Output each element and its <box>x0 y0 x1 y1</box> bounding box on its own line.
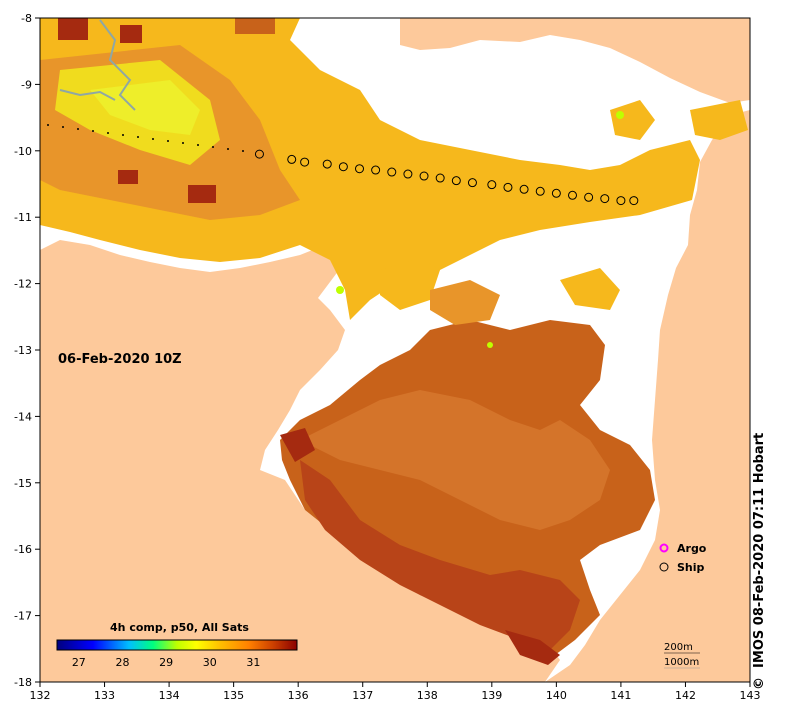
depth-contour-dot <box>227 148 229 150</box>
y-axis: -8 -9 -10 -11 -12 -13 -14 -15 -16 -17 -18 <box>14 12 40 689</box>
x-tick-label: 136 <box>288 689 309 702</box>
ship-observation-point <box>584 192 594 202</box>
ship-observation-point <box>467 178 477 188</box>
contour-200m-label: 200m <box>664 642 693 653</box>
land <box>40 18 750 682</box>
depth-contour-dot <box>122 134 124 136</box>
ship-legend-label: Ship <box>677 561 705 574</box>
y-tick-label: -18 <box>14 676 32 689</box>
argo-legend-label: Argo <box>677 542 707 555</box>
depth-contour-dot <box>137 136 139 138</box>
y-tick-label: -16 <box>14 543 32 556</box>
colorbar-tick-label: 30 <box>203 656 217 669</box>
ship-observation-point <box>519 184 529 194</box>
x-tick-label: 143 <box>740 689 761 702</box>
depth-contour-dot <box>167 140 169 142</box>
ship-observation-point <box>387 167 397 177</box>
ship-observation-point <box>451 176 461 186</box>
ship-observation-point <box>254 149 264 159</box>
depth-contour-dots <box>47 124 244 152</box>
credit-label: IMOS 08-Feb-2020 07:11 Hobart <box>752 432 767 668</box>
ship-observation-point <box>300 157 310 167</box>
depth-contour-dot <box>62 126 64 128</box>
contour-1000m-label: 1000m <box>664 657 699 668</box>
ship-observation-point <box>338 162 348 172</box>
ship-observation-point <box>322 159 332 169</box>
depth-contour-dot <box>197 144 199 146</box>
depth-contour-dot <box>182 142 184 144</box>
y-tick-label: -11 <box>14 211 32 224</box>
ship-observation-point <box>403 169 413 179</box>
y-tick-label: -9 <box>21 78 32 91</box>
ship-observation-point <box>355 164 364 174</box>
colorbar-tick-label: 31 <box>246 656 260 669</box>
y-tick-label: -12 <box>14 278 32 291</box>
argo-marker-icon <box>659 543 669 553</box>
y-tick-label: -15 <box>14 477 32 490</box>
colorbar-tick-label: 29 <box>159 656 173 669</box>
y-tick-label: -14 <box>14 410 32 423</box>
depth-contour-dot <box>107 132 109 134</box>
ship-observation-point <box>487 180 497 190</box>
ship-observation-point <box>616 196 626 206</box>
colorbar-labels: 27 28 29 30 31 <box>72 656 261 669</box>
x-tick-label: 142 <box>675 689 696 702</box>
x-tick-label: 140 <box>546 689 567 702</box>
depth-contour-dot <box>242 150 244 152</box>
colorbar-tick-label: 28 <box>115 656 129 669</box>
x-tick-label: 137 <box>352 689 373 702</box>
y-tick-label: -10 <box>14 145 32 158</box>
ship-observation-point <box>287 154 297 164</box>
x-tick-label: 132 <box>30 689 51 702</box>
x-tick-label: 133 <box>94 689 115 702</box>
river-line <box>99 19 136 111</box>
x-tick-label: 141 <box>610 689 631 702</box>
ship-observation-point <box>629 196 639 206</box>
colorbar-title: 4h comp, p50, All Sats <box>110 621 249 634</box>
depth-contour-dot <box>152 138 154 140</box>
depth-contour-dot <box>47 124 49 126</box>
x-tick-label: 138 <box>417 689 438 702</box>
copyright-symbol: © <box>752 677 767 690</box>
x-axis: 132 133 134 135 136 137 138 139 140 141 142 143 <box>30 682 761 702</box>
ship-observation-point <box>600 194 610 204</box>
colorbar-tick-label: 27 <box>72 656 86 669</box>
ship-observation-point <box>503 182 513 192</box>
x-tick-label: 139 <box>481 689 502 702</box>
y-tick-label: -8 <box>21 12 32 25</box>
depth-contour-dot <box>212 146 214 148</box>
ship-track <box>254 149 639 206</box>
ship-observation-point <box>419 171 429 181</box>
sst-field <box>40 18 748 665</box>
credit-text: © IMOS 08-Feb-2020 07:11 Hobart <box>752 433 767 690</box>
depth-contour-dot <box>92 130 94 132</box>
ship-observation-point <box>435 173 445 183</box>
timestamp-label: 06-Feb-2020 10Z <box>58 352 182 367</box>
ship-observation-point <box>535 186 545 196</box>
ship-observation-point <box>371 165 381 175</box>
ship-observation-point <box>568 190 577 200</box>
x-tick-label: 135 <box>223 689 244 702</box>
x-tick-label: 134 <box>159 689 180 702</box>
colorbar <box>56 639 298 651</box>
depth-contour-dot <box>77 128 79 130</box>
y-tick-label: -17 <box>14 610 32 623</box>
river-line <box>59 89 116 101</box>
ship-marker-icon <box>659 562 669 572</box>
y-tick-label: -13 <box>14 344 32 357</box>
ship-observation-point <box>551 188 561 198</box>
